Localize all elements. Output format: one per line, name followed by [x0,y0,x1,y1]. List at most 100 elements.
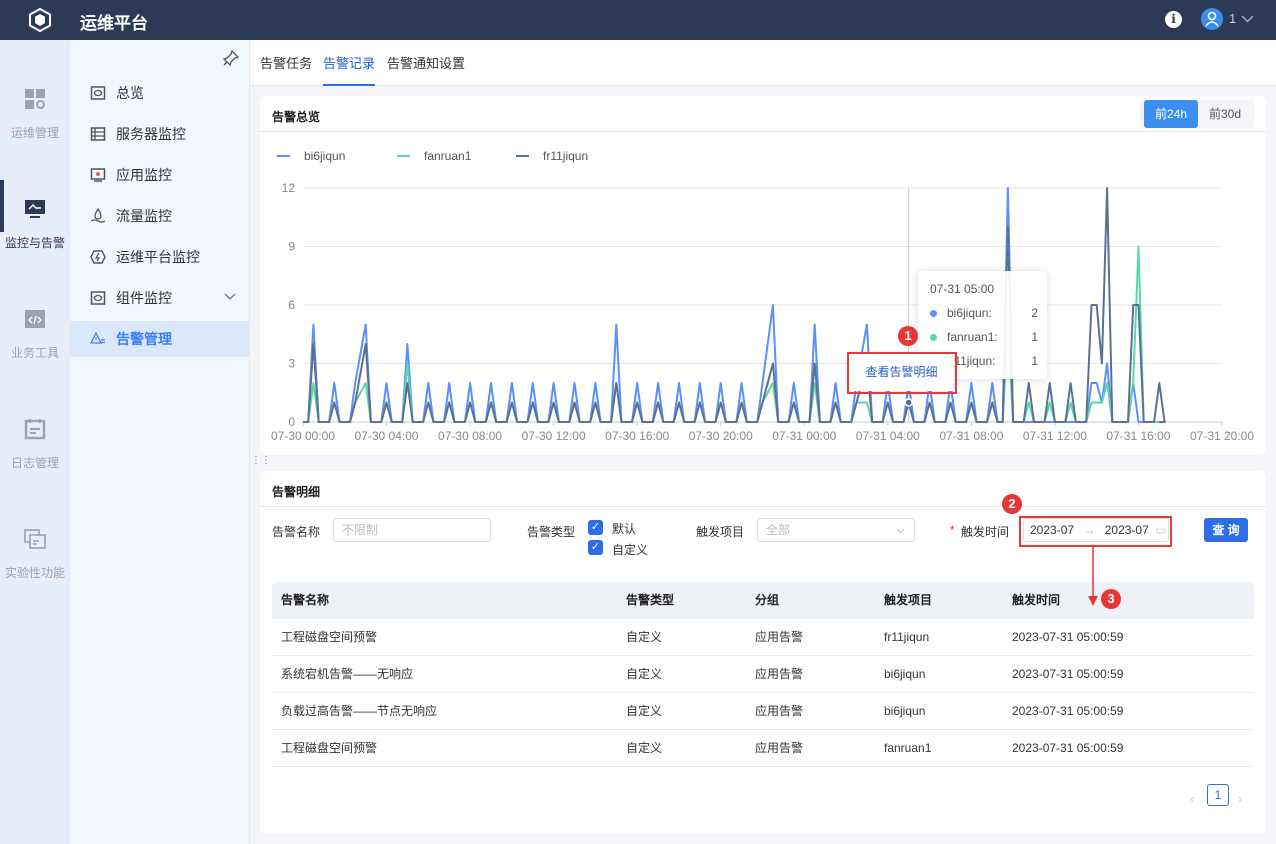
table-cell: fr11jiqun [884,630,930,644]
legend-label: fr11jiqun [543,149,588,163]
tab-notification-settings[interactable]: 告警通知设置 [387,56,466,71]
rail-item-logs[interactable]: 日志管理 [0,396,70,476]
tooltip-row: fanruan1: 1 [930,330,1038,344]
series-dot-icon [930,310,937,317]
chevron-down-icon[interactable] [1241,14,1254,24]
submenu-item-app[interactable]: 应用监控 [70,157,249,193]
legend-label: fanruan1 [424,149,472,163]
rail-item-experimental[interactable]: 实验性功能 [0,506,70,586]
submenu-item-traffic[interactable]: 流量监控 [70,198,249,234]
chevron-down-icon [896,528,905,534]
series-line-fr11jiqun [303,187,1166,423]
column-header[interactable]: 触发时间 [1012,593,1061,607]
range-30d-button[interactable]: 前30d [1208,107,1242,121]
annotation-box [847,352,957,394]
table-row[interactable]: 工程磁盘空间预警 自定义 应用告警 fr11jiqun 2023-07-31 05:00… [272,619,1254,656]
column-header[interactable]: 告警类型 [626,593,675,607]
rail-label: 业务工具 [10,346,59,360]
table-row[interactable]: 工程磁盘空间预警 自定义 应用告警 fanruan1 2023-07-31 05:00:… [272,730,1254,767]
submenu-item-platform[interactable]: 运维平台监控 [70,239,249,275]
resize-handle[interactable]: ⋮⋮ [251,455,271,466]
tooltip-name: fanruan1: [947,330,998,344]
alert-name-input[interactable]: 不限制 [333,518,491,542]
submenu-item-component[interactable]: 组件监控 [70,280,249,316]
x-tick-label: 07-30 04:00 [355,429,419,443]
rail-label: 运维管理 [10,126,59,140]
tab-alert-tasks[interactable]: 告警任务 [260,56,313,71]
x-tick-label: 07-31 20:00 [1190,429,1254,443]
date-range-picker[interactable]: 2023-07 → 2023-07 ▭ [1023,518,1169,542]
avatar[interactable] [1201,8,1223,30]
x-tick-label: 07-31 16:00 [1106,429,1170,443]
x-tick-label: 07-31 08:00 [939,429,1003,443]
view-alert-detail-menu-item[interactable]: 查看告警明细 [849,354,954,391]
table-row[interactable]: 负载过高告警——节点无响应 自定义 应用告警 bi6jiqun 2023-07-31 0… [272,693,1254,730]
top-bar: 运维平台 i 1 [0,0,1276,40]
rail-label: 实验性功能 [4,566,65,580]
end-date[interactable]: 2023-07 [1104,523,1149,537]
logo-cube-icon [29,8,51,32]
table-cell: 2023-07-31 05:00:59 [1012,704,1124,718]
annotation-badge: 2 [1002,494,1022,514]
card-title: 告警总览 [272,110,321,124]
y-tick-label: 9 [288,240,295,254]
table-cell: 工程磁盘空间预警 [281,630,378,644]
range-24h-button[interactable]: 前24h [1144,100,1198,128]
select-value: 全部 [766,523,791,537]
table-cell: 应用告警 [755,741,804,755]
submenu-item-overview[interactable]: 总览 [70,75,249,111]
app-title: 运维平台 [80,14,148,33]
y-tick-label: 6 [288,298,295,312]
submenu-label: 组件监控 [116,290,172,306]
x-tick-label: 07-30 08:00 [438,429,502,443]
windows-icon [24,529,46,549]
rail-item-ops[interactable]: 运维管理 [0,66,70,146]
component-icon [90,291,106,305]
submenu-label: 应用监控 [116,167,172,183]
checkbox-label: 自定义 [612,543,649,557]
pin-icon[interactable] [223,50,239,66]
x-tick-label: 07-30 12:00 [522,429,586,443]
table-cell: fanruan1 [884,741,932,755]
submenu-item-server[interactable]: 服务器监控 [70,116,249,152]
detail-card: 告警明细 告警名称 不限制 告警类型 ✓ 默认 ✓ 自定义 触发项目 全部 * … [260,471,1266,834]
column-header[interactable]: 触发项目 [884,593,933,607]
series-line-bi6jiqun [303,187,1166,423]
checkbox-label: 默认 [612,522,637,536]
rail-item-tools[interactable]: 业务工具 [0,286,70,366]
tooltip-name: fr11jiqun: [947,354,996,368]
type-custom-checkbox[interactable]: ✓ [588,540,603,555]
column-header[interactable]: 告警名称 [281,593,330,607]
type-default-checkbox[interactable]: ✓ [588,520,603,535]
next-page-button[interactable]: › [1238,791,1243,806]
prev-page-button[interactable]: ‹ [1190,791,1195,806]
annotation-badge: 1 [898,326,918,346]
info-icon[interactable]: i [1165,11,1182,28]
start-date[interactable]: 2023-07 [1030,523,1075,537]
rail-item-monitor[interactable]: 监控与告警 [0,176,70,256]
annotation-arrow-icon [1088,546,1098,606]
user-name[interactable]: 1 [1229,11,1237,26]
tooltip-value: 1 [1031,354,1038,368]
tooltip-value: 1 [1031,330,1038,344]
submenu-item-alert[interactable]: 告警管理 [70,321,249,357]
calendar-icon: ▭ [1155,523,1167,537]
query-button[interactable]: 查 询 [1204,518,1248,542]
column-header[interactable]: 分组 [755,593,780,607]
table-cell: 工程磁盘空间预警 [281,741,378,755]
page-1-button[interactable]: 1 [1207,784,1229,806]
table-cell: 2023-07-31 05:00:59 [1012,667,1124,681]
x-tick-label: 07-30 00:00 [271,429,335,443]
chevron-down-icon[interactable] [224,293,236,301]
table-cell: 自定义 [626,630,663,644]
table-cell: 系统宕机告警——无响应 [281,667,414,681]
monitor-icon [25,200,45,218]
platform-icon [90,250,106,264]
table-cell: 2023-07-31 05:00:59 [1012,630,1124,644]
table-cell: 自定义 [626,741,663,755]
table-row[interactable]: 系统宕机告警——无响应 自定义 应用告警 bi6jiqun 2023-07-31 05:… [272,656,1254,693]
tab-alert-records[interactable]: 告警记录 [323,40,376,86]
divider [260,131,1266,132]
project-select[interactable]: 全部 [757,518,915,542]
